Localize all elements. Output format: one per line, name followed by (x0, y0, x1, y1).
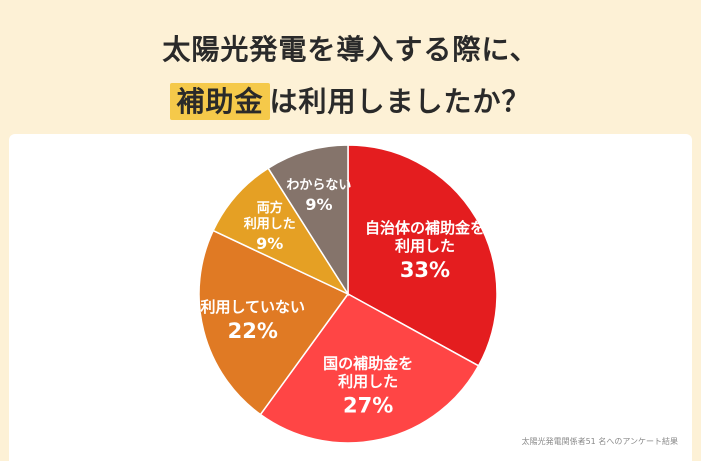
slice-value-label: 9% (305, 195, 332, 214)
pie-slice (259, 293, 480, 444)
slice-label: わからない (286, 178, 351, 193)
title-line-2: 補助金 は利用しましたか？ (0, 80, 701, 120)
slice-label: 利用した (244, 216, 296, 232)
slice-value-label: 33% (400, 258, 450, 282)
title-line-2-rest: は利用しましたか？ (269, 85, 531, 118)
pie-slice (267, 144, 349, 297)
slice-value-label: 22% (228, 319, 278, 343)
chart-card: 自治体の補助金を 利用した 33% 国の補助金を 利用した 27% 利用していない 22% 両方… (9, 134, 692, 461)
slice-label: 利用していない (200, 298, 305, 316)
chart-title: 太陽光発電を導入する際に、 補助金 は利用しましたか？ (0, 0, 701, 130)
pie-slice (212, 167, 351, 296)
slice-value-label: 9% (256, 234, 283, 253)
slice-label: 自治体の補助金を (365, 219, 485, 237)
pie-chart: 自治体の補助金を利用した33%国の補助金を利用した27%利用していない22%両方… (198, 144, 498, 444)
title-highlight: 補助金 (170, 83, 270, 120)
slice-label: 両方 (257, 200, 283, 216)
title-line-1: 太陽光発電を導入する際に、 (162, 33, 539, 66)
slice-label: 利用した (395, 237, 455, 255)
source-note: 太陽光発電関係者51 名へのアンケート結果 (521, 437, 678, 446)
pie-slice (347, 144, 498, 367)
slice-label: 国の補助金を (323, 355, 413, 373)
slice-value-label: 27% (343, 394, 393, 418)
slice-label: 利用した (338, 373, 398, 391)
